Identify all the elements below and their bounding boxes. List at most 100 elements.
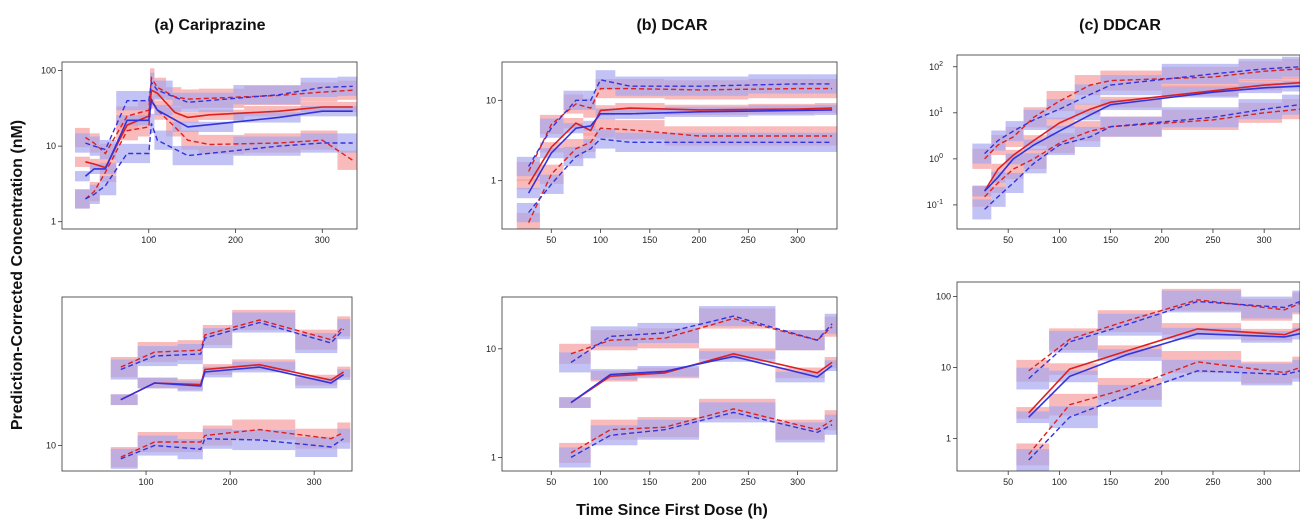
series-observed-upper (1028, 299, 1300, 372)
series-observed-upper (984, 68, 1300, 160)
panel-c-title: (c) DDCAR (1079, 17, 1161, 34)
ci-band-simulated-upper (1005, 121, 1024, 142)
ci-band-simulated-median (516, 187, 540, 199)
plot-area (110, 309, 351, 469)
ci-band-observed-median (75, 156, 90, 167)
x-tick-label: 250 (1205, 235, 1220, 245)
plot-area (972, 56, 1300, 220)
panel-dcar-top: 50 100 150 200 250 300 1 10 (486, 61, 838, 245)
plot-frame (61, 296, 353, 472)
ci-band-simulated-lower (137, 143, 151, 164)
series-simulated-median (984, 85, 1300, 192)
ci-band-simulated-lower (337, 133, 357, 153)
ci-band-observed-median (1074, 103, 1101, 115)
y-tick-label: 10 (486, 95, 496, 105)
y-axis-label: Prediction-Corrected Concentration (nM) (9, 120, 26, 430)
series-simulated-median (570, 355, 833, 404)
panel-dcar-bottom: 50 100 150 200 250 300 1 10 (486, 296, 838, 487)
ci-band-simulated-upper (1241, 296, 1293, 319)
series-simulated-upper (984, 66, 1300, 155)
plot-frame (501, 61, 838, 230)
ci-band-simulated-median (172, 121, 234, 132)
ci-band-simulated-lower (1161, 107, 1239, 128)
panel-ddcar-top: 50 100 150 200 250 300 10-1 100 101 102 (927, 54, 1300, 245)
series-simulated-median (527, 109, 833, 194)
x-tick-label: 150 (1103, 477, 1118, 487)
y-tick-label: 10 (486, 344, 496, 354)
x-tick-label: 300 (790, 235, 805, 245)
y-tick-label: 100 (936, 292, 951, 302)
y-tick-label: 1 (491, 452, 496, 462)
x-tick-label: 250 (741, 477, 756, 487)
ci-band-simulated-lower (1016, 449, 1050, 471)
x-tick-label: 300 (1257, 477, 1272, 487)
ci-band-simulated-upper (1049, 330, 1098, 353)
ci-band-simulated-median (1100, 99, 1162, 111)
x-tick-label: 100 (593, 477, 608, 487)
series-observed-lower (984, 108, 1300, 198)
ci-band-simulated-upper (337, 76, 357, 96)
x-tick-label: 100 (1052, 235, 1067, 245)
ci-band-simulated-lower (99, 176, 117, 196)
plot-area (516, 70, 837, 229)
y-tick-label: 1 (491, 176, 496, 186)
panel-cariprazine-bottom: 100 200 300 10 (46, 296, 353, 487)
panel-b-title: (b) DCAR (636, 17, 708, 34)
series-observed-upper (120, 319, 345, 368)
x-tick-label: 200 (223, 477, 238, 487)
ci-band-simulated-median (154, 104, 173, 116)
ci-band-simulated-lower (775, 422, 825, 443)
x-tick-label: 100 (593, 235, 608, 245)
y-tick-label: 10 (941, 363, 951, 373)
panel-ddcar-bottom: 50 100 150 200 250 300 1 10 100 (936, 281, 1300, 487)
y-tick-label: 101 (929, 107, 943, 118)
x-tick-label: 150 (642, 235, 657, 245)
ci-band-simulated-upper (1238, 58, 1283, 79)
x-tick-label: 50 (546, 235, 556, 245)
y-tick-label: 100 (41, 66, 56, 76)
series-simulated-lower (984, 104, 1300, 210)
ci-band-simulated-lower (233, 136, 301, 156)
ci-band-simulated-median (699, 351, 776, 362)
plot-frame (501, 296, 838, 472)
ci-band-simulated-upper (775, 330, 825, 351)
series-observed-upper (570, 317, 833, 355)
series-simulated-upper (85, 80, 353, 151)
ci-band-simulated-lower (559, 447, 591, 468)
plot-area (1016, 288, 1300, 471)
ci-band-simulated-median (1292, 327, 1300, 340)
x-tick-label: 250 (741, 235, 756, 245)
ci-band-simulated-median (1097, 349, 1162, 361)
ci-band-simulated-upper (699, 306, 776, 327)
plot-frame (956, 54, 1300, 230)
ci-band-simulated-lower (177, 439, 203, 460)
plot-area (75, 68, 357, 209)
panel-a-title: (a) Cariprazine (154, 17, 265, 34)
ci-band-simulated-lower (637, 419, 700, 440)
ci-band-simulated-upper (110, 359, 138, 380)
series-simulated-lower (528, 138, 833, 214)
y-tick-label: 1 (51, 217, 56, 227)
ci-band-simulated-upper (1100, 75, 1162, 96)
x-tick-label: 300 (1257, 235, 1272, 245)
ci-band-simulated-lower (516, 202, 540, 223)
ci-band-simulated-upper (563, 90, 584, 110)
ci-band-simulated-lower (172, 145, 234, 166)
ci-band-simulated-upper (233, 85, 301, 105)
ci-band-simulated-upper (972, 143, 992, 164)
ci-band-simulated-median (233, 112, 301, 123)
series-observed-lower (1028, 361, 1300, 455)
ci-band-simulated-lower (615, 132, 665, 152)
ci-band-simulated-lower (295, 436, 338, 458)
ci-band-simulated-lower (1097, 384, 1162, 407)
series-observed-lower (527, 127, 833, 223)
x-tick-label: 300 (790, 477, 805, 487)
series-simulated-upper (570, 315, 833, 363)
y-tick-label: 10 (46, 441, 56, 451)
ci-band-simulated-lower (137, 435, 178, 456)
plot-area (559, 306, 837, 468)
x-tick-label: 300 (307, 477, 322, 487)
x-tick-label: 150 (642, 477, 657, 487)
x-tick-label: 100 (1052, 477, 1067, 487)
